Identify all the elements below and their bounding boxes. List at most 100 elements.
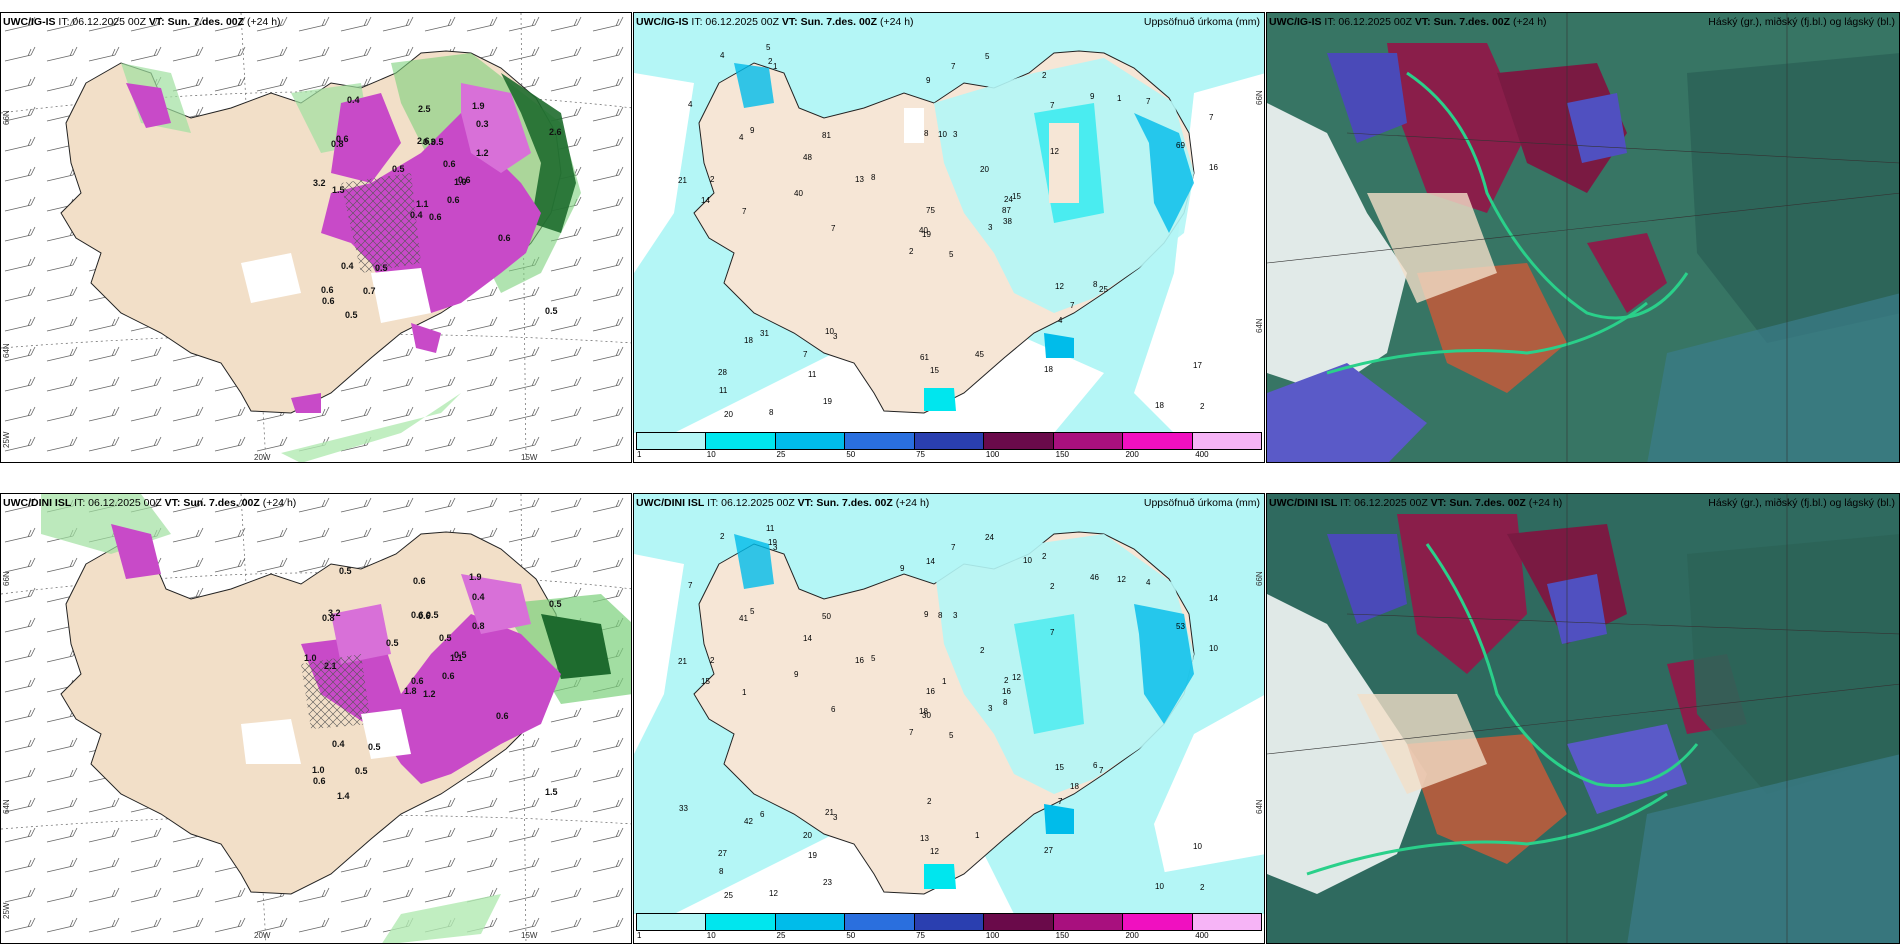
model-label: UWC/IG-IS bbox=[1269, 16, 1322, 28]
value-label: 18 bbox=[1070, 782, 1079, 791]
value-label: 4 bbox=[1146, 578, 1151, 587]
value-label: 0.5 bbox=[368, 742, 381, 752]
value-label: 5 bbox=[949, 731, 954, 740]
model-label: UWC/DINI ISL bbox=[636, 497, 705, 509]
colorbar-swatch bbox=[914, 433, 985, 449]
value-label: 9 bbox=[750, 126, 755, 135]
value-label: 0.5 bbox=[355, 766, 368, 776]
init-time: IT: 06.12.2025 00Z bbox=[707, 497, 795, 509]
colorbar-swatch bbox=[984, 914, 1054, 930]
colorbar-tick-label: 50 bbox=[846, 931, 856, 940]
value-label: 14 bbox=[926, 557, 935, 566]
value-label: 3.2 bbox=[328, 608, 341, 618]
value-label: 0.6 bbox=[458, 175, 471, 185]
value-label: 1 bbox=[942, 677, 947, 686]
value-label: 0.3 bbox=[476, 119, 489, 129]
value-label: 25 bbox=[724, 891, 733, 900]
value-label: 9 bbox=[900, 564, 905, 573]
panel-clouds-top: UWC/IG-IS IT: 06.12.2025 00Z VT: Sun. 7.… bbox=[1266, 12, 1900, 463]
value-label: 0.6 bbox=[413, 576, 426, 586]
colorbar-tick-label: 10 bbox=[706, 931, 716, 940]
value-label: 0.5 bbox=[339, 566, 352, 576]
valid-time-label: VT: bbox=[164, 497, 181, 509]
value-label: 16 bbox=[1002, 687, 1011, 696]
value-label: 7 bbox=[803, 350, 808, 359]
value-label: 25 bbox=[1099, 285, 1108, 294]
lon-label-25: 25W bbox=[2, 902, 11, 919]
panel-header: UWC/IG-IS IT: 06.12.2025 00Z VT: Sun. 7.… bbox=[3, 15, 627, 29]
value-label: 7 bbox=[831, 224, 836, 233]
lead-time: (+24 h) bbox=[879, 16, 914, 28]
cloud-map-bottom bbox=[1267, 494, 1899, 943]
value-label: 15 bbox=[701, 677, 710, 686]
value-label: 40 bbox=[919, 226, 928, 235]
value-label: 6 bbox=[831, 705, 836, 714]
value-label: 10 bbox=[1023, 556, 1032, 565]
colorbar-swatch bbox=[637, 914, 707, 930]
value-label: 4 bbox=[720, 51, 725, 60]
panel-header: UWC/DINI ISL IT: 06.12.2025 00Z VT: Sun.… bbox=[636, 496, 1260, 510]
valid-time: Sun. 7.des. 00Z bbox=[183, 497, 260, 509]
value-label: 8 bbox=[924, 129, 929, 138]
lon-label-15: 15W bbox=[521, 453, 538, 462]
value-label: 0.5 bbox=[345, 310, 358, 320]
colorbar-labels: 1 10 25 50 75 100 150 200 400 bbox=[636, 450, 1262, 462]
panel-header: UWC/IG-IS IT: 06.12.2025 00Z VT: Sun. 7.… bbox=[636, 15, 1260, 29]
value-label: 0.5 bbox=[426, 610, 439, 620]
value-label: 75 bbox=[926, 206, 935, 215]
value-label: 1.0 bbox=[312, 765, 325, 775]
value-label: 7 bbox=[1209, 113, 1214, 122]
lead-time: (+24 h) bbox=[246, 16, 281, 28]
value-label: 7 bbox=[688, 581, 693, 590]
value-label: 0.5 bbox=[454, 650, 467, 660]
value-label: 0.6 bbox=[496, 711, 509, 721]
value-label: 9 bbox=[926, 76, 931, 85]
value-label: 5 bbox=[750, 607, 755, 616]
value-label: 3 bbox=[988, 704, 993, 713]
value-label: 1 bbox=[773, 62, 778, 71]
value-label: 17 bbox=[1193, 361, 1202, 370]
value-label: 7 bbox=[1146, 97, 1151, 106]
value-label: 2 bbox=[1004, 676, 1009, 685]
value-label: 2 bbox=[710, 656, 715, 665]
panel-title: Háský (gr.), miðský (fj.bl.) og lágský (… bbox=[1708, 16, 1895, 28]
value-label: 61 bbox=[920, 353, 929, 362]
value-label: 7 bbox=[1050, 628, 1055, 637]
value-label: 0.5 bbox=[545, 306, 558, 316]
value-label: 5 bbox=[949, 250, 954, 259]
colorbar-tick-label: 25 bbox=[776, 931, 786, 940]
init-time: IT: 06.12.2025 00Z bbox=[691, 16, 779, 28]
value-label: 15 bbox=[1012, 192, 1021, 201]
value-label: 8 bbox=[1093, 280, 1098, 289]
valid-time: Sun. 7.des. 00Z bbox=[816, 497, 893, 509]
value-label: 1.0 bbox=[454, 177, 467, 187]
value-label: 0.8 bbox=[331, 139, 344, 149]
value-label: 20 bbox=[803, 831, 812, 840]
value-label: 46 bbox=[1090, 573, 1099, 582]
snow-map-bottom bbox=[1, 494, 631, 943]
panel-clouds-bottom: UWC/DINI ISL IT: 06.12.2025 00Z VT: Sun.… bbox=[1266, 493, 1900, 944]
value-label: 0.5 bbox=[549, 599, 562, 609]
value-label: 12 bbox=[930, 847, 939, 856]
colorbar bbox=[636, 913, 1262, 931]
value-label: 6 bbox=[1093, 761, 1098, 770]
value-label: 3 bbox=[953, 130, 958, 139]
model-label: UWC/DINI ISL bbox=[3, 497, 72, 509]
value-label: 5 bbox=[985, 52, 990, 61]
value-label: 3 bbox=[833, 332, 838, 341]
panel-header: UWC/DINI ISL IT: 06.12.2025 00Z VT: Sun.… bbox=[1269, 496, 1895, 510]
value-label: 42 bbox=[744, 817, 753, 826]
value-label: 19 bbox=[823, 397, 832, 406]
value-label: 16 bbox=[855, 656, 864, 665]
lat-label-66: 66N bbox=[2, 110, 11, 125]
colorbar-tick-label: 75 bbox=[916, 931, 926, 940]
value-label: 10 bbox=[1155, 882, 1164, 891]
value-label: 0.6 bbox=[418, 611, 431, 621]
value-label: 18 bbox=[919, 707, 928, 716]
colorbar-swatch bbox=[845, 433, 915, 449]
value-label: 4 bbox=[688, 100, 693, 109]
value-label: 19 bbox=[768, 538, 777, 547]
colorbar-tick-label: 100 bbox=[985, 450, 1000, 459]
value-label: 2 bbox=[710, 175, 715, 184]
value-label: 12 bbox=[1117, 575, 1126, 584]
